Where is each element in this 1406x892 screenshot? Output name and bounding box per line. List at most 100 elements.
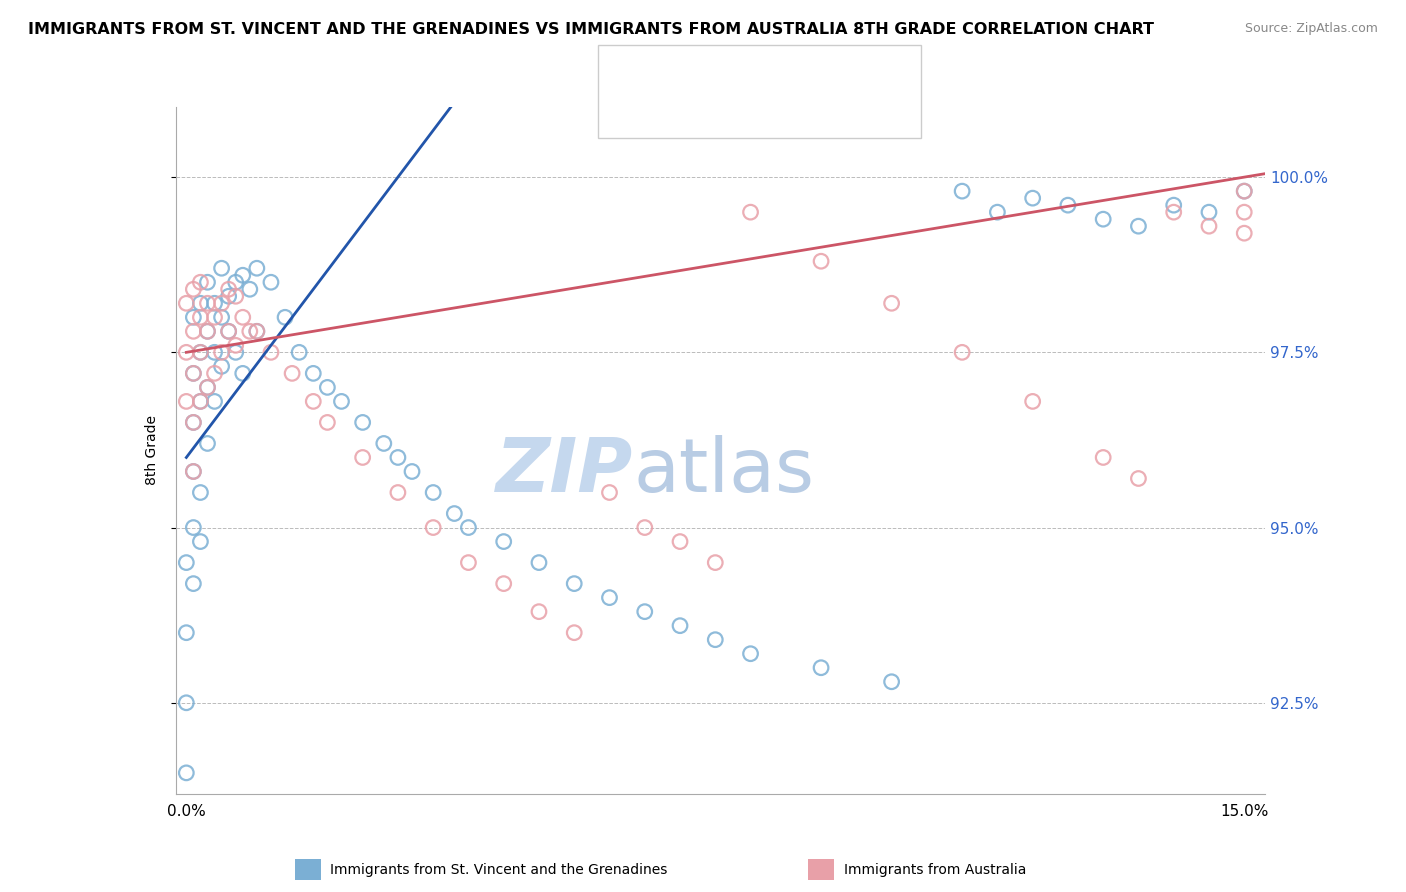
Point [190, 534, 212, 549]
Point [183, 520, 205, 534]
Point [527, 605, 550, 619]
Point [211, 345, 233, 359]
Point [197, 436, 219, 450]
Point [225, 345, 247, 359]
Point [211, 310, 233, 325]
Point [190, 275, 212, 289]
Point [527, 556, 550, 570]
Point [176, 625, 198, 640]
Text: R =: R = [655, 55, 692, 74]
Point [562, 625, 585, 640]
Text: ZIP: ZIP [496, 434, 633, 508]
Point [190, 485, 212, 500]
Text: IMMIGRANTS FROM ST. VINCENT AND THE GRENADINES VS IMMIGRANTS FROM AUSTRALIA 8TH : IMMIGRANTS FROM ST. VINCENT AND THE GREN… [28, 22, 1154, 37]
Point [218, 289, 240, 303]
Text: N =: N = [747, 55, 783, 74]
Text: 0.397: 0.397 [695, 55, 748, 74]
Text: N =: N = [747, 97, 783, 116]
Point [211, 261, 233, 276]
Point [880, 674, 903, 689]
Point [197, 324, 219, 338]
Text: 0.398: 0.398 [695, 97, 747, 116]
Point [422, 520, 444, 534]
Point [598, 591, 620, 605]
Point [1092, 450, 1115, 465]
Point [239, 282, 262, 296]
Point [197, 324, 219, 338]
Point [562, 576, 585, 591]
Point [197, 380, 219, 394]
Point [1233, 184, 1256, 198]
Point [634, 520, 657, 534]
Point [190, 310, 212, 325]
Point [218, 282, 240, 296]
Point [492, 534, 515, 549]
Point [443, 507, 465, 521]
Point [330, 394, 353, 409]
Point [183, 324, 205, 338]
Point [218, 324, 240, 338]
Point [352, 450, 374, 465]
Point [1092, 212, 1115, 227]
Point [316, 416, 339, 430]
Point [176, 345, 198, 359]
Point [274, 310, 297, 325]
Point [204, 296, 226, 310]
Point [1021, 394, 1043, 409]
Point [704, 632, 727, 647]
Point [598, 485, 620, 500]
Point [457, 556, 479, 570]
Point [740, 205, 762, 219]
Point [302, 367, 325, 381]
Point [225, 289, 247, 303]
Point [457, 520, 479, 534]
Y-axis label: 8th Grade: 8th Grade [145, 416, 159, 485]
Point [183, 416, 205, 430]
Point [373, 436, 395, 450]
Text: 67: 67 [783, 97, 806, 116]
Point [183, 310, 205, 325]
Point [260, 345, 283, 359]
Point [190, 345, 212, 359]
Point [880, 296, 903, 310]
Point [634, 605, 657, 619]
Point [183, 282, 205, 296]
Point [810, 254, 832, 268]
Point [183, 367, 205, 381]
Point [225, 338, 247, 352]
Point [176, 765, 198, 780]
Point [1163, 205, 1185, 219]
Point [1057, 198, 1080, 212]
Point [204, 394, 226, 409]
Point [260, 275, 283, 289]
Point [183, 367, 205, 381]
Point [1233, 205, 1256, 219]
Point [492, 576, 515, 591]
Point [281, 367, 304, 381]
Point [986, 205, 1008, 219]
Point [352, 416, 374, 430]
Text: 73: 73 [783, 55, 807, 74]
Point [183, 465, 205, 479]
Point [190, 296, 212, 310]
Point [1128, 471, 1150, 485]
Point [704, 556, 727, 570]
Point [950, 345, 973, 359]
Point [197, 275, 219, 289]
Point [204, 310, 226, 325]
Point [204, 345, 226, 359]
Point [316, 380, 339, 394]
Point [225, 275, 247, 289]
Point [176, 296, 198, 310]
Point [810, 661, 832, 675]
Point [246, 324, 269, 338]
Text: R =: R = [655, 97, 692, 116]
Point [190, 345, 212, 359]
Point [669, 618, 692, 632]
Point [232, 367, 254, 381]
Point [190, 394, 212, 409]
Text: Source: ZipAtlas.com: Source: ZipAtlas.com [1244, 22, 1378, 36]
Text: Immigrants from St. Vincent and the Grenadines: Immigrants from St. Vincent and the Gren… [330, 863, 668, 877]
Text: atlas: atlas [633, 434, 814, 508]
Point [246, 261, 269, 276]
